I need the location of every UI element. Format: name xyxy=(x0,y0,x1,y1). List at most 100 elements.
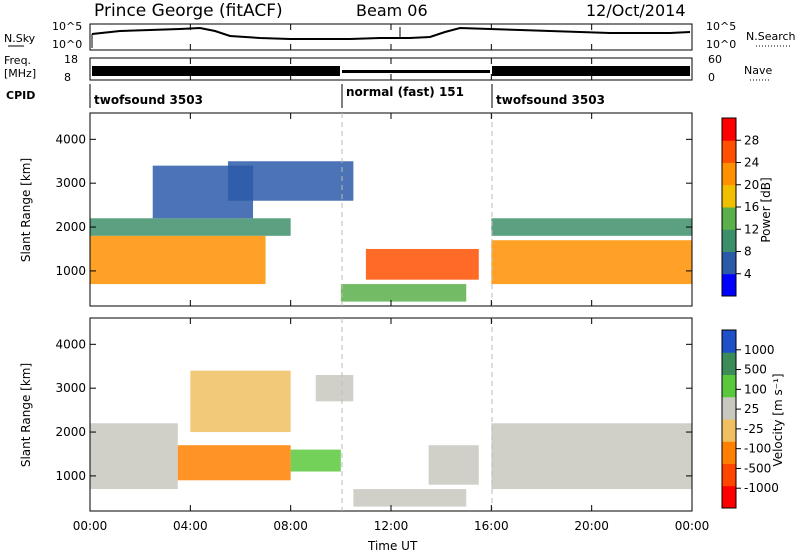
cpid-segment-2: normal (fast) 151 xyxy=(346,85,464,99)
freq-right-tick-top: 60 xyxy=(708,53,722,66)
colorbar-tick-label: 8 xyxy=(744,245,752,259)
noise-trace xyxy=(91,26,691,40)
time-x-axis: 00:00 04:00 08:00 12:00 16:00 20:00 00:00 xyxy=(73,24,710,533)
y-tick-label: 4000 xyxy=(55,132,86,146)
velocity-y-axis: 1000 2000 3000 4000 xyxy=(55,337,692,483)
colorbar-swatch xyxy=(722,330,736,353)
cpid-segment-3: twofsound 3503 xyxy=(496,93,605,107)
noise-left-label: N.Sky xyxy=(4,32,36,45)
heatmap-region xyxy=(177,445,291,481)
freq-band-right xyxy=(492,66,690,76)
colorbar-swatch xyxy=(722,251,736,275)
y-tick-label: 1000 xyxy=(55,469,86,483)
date-title: 12/Oct/2014 xyxy=(586,1,686,20)
y-tick-label: 3000 xyxy=(55,176,86,190)
power-panel: 1000 2000 3000 4000 Slant Range [km] xyxy=(19,112,693,307)
frequency-panel: Freq. [MHz] 18 8 60 0 Nave xyxy=(4,53,772,84)
noise-right-label: N.Search xyxy=(746,30,796,43)
noise-right-tick-bottom: 10^0 xyxy=(706,38,736,51)
y-tick-label: 2000 xyxy=(55,220,86,234)
heatmap-region xyxy=(90,235,266,285)
heatmap-region xyxy=(428,445,479,485)
velocity-heatmap xyxy=(90,370,692,507)
colorbar-tick-label: 12 xyxy=(744,222,759,236)
power-colorbar: 28 24 20 16 12 8 4 Power [dB] xyxy=(721,117,773,297)
colorbar-tick-label: 4 xyxy=(744,267,752,281)
colorbar-swatch xyxy=(722,162,736,186)
colorbar-tick-label: -25 xyxy=(744,422,764,436)
colorbar-swatch xyxy=(722,207,736,230)
y-tick-label: 2000 xyxy=(55,425,86,439)
x-tick-label: 00:00 xyxy=(73,519,108,533)
freq-left-unit: [MHz] xyxy=(4,67,36,80)
colorbar-swatch xyxy=(722,229,736,252)
heatmap-region xyxy=(491,240,692,285)
freq-left-tick-bottom: 8 xyxy=(64,71,71,84)
heatmap-region xyxy=(491,218,692,236)
freq-left-label: Freq. xyxy=(4,54,31,67)
x-tick-label: 12:00 xyxy=(374,519,409,533)
y-tick-label: 3000 xyxy=(55,381,86,395)
colorbar-tick-label: -100 xyxy=(744,442,771,456)
colorbar-swatch xyxy=(722,273,736,297)
velocity-colorbar-label: Velocity [m s⁻¹] xyxy=(771,373,785,466)
heatmap-region xyxy=(90,218,291,236)
x-tick-label: 04:00 xyxy=(173,519,208,533)
colorbar-swatch xyxy=(722,441,736,464)
colorbar-swatch xyxy=(722,184,736,208)
heatmap-region xyxy=(190,370,291,433)
velocity-y-label: Slant Range [km] xyxy=(19,363,33,467)
colorbar-tick-label: 500 xyxy=(744,363,767,377)
colorbar-swatch xyxy=(722,118,736,141)
colorbar-tick-label: 100 xyxy=(744,382,767,396)
heatmap-region xyxy=(353,489,467,507)
velocity-colorbar: 1000 500 100 25 -25 -100 -500 -1000 Velocity [m… xyxy=(721,329,785,509)
colorbar-swatch xyxy=(722,352,736,375)
power-colorbar-label: Power [dB] xyxy=(759,177,773,242)
colorbar-swatch xyxy=(722,485,736,509)
colorbar-tick-label: 25 xyxy=(744,402,759,416)
freq-right-tick-bottom: 0 xyxy=(708,71,715,84)
y-tick-label: 4000 xyxy=(55,337,86,351)
colorbar-tick-label: 1000 xyxy=(744,343,775,357)
beam-title: Beam 06 xyxy=(356,1,428,20)
heatmap-region xyxy=(315,375,354,402)
power-y-axis: 1000 2000 3000 4000 xyxy=(55,132,692,278)
noise-left-tick-top: 10^5 xyxy=(52,20,82,33)
x-tick-label: 20:00 xyxy=(574,519,609,533)
heatmap-region xyxy=(491,423,692,490)
colorbar-tick-label: -500 xyxy=(744,461,771,475)
noise-left-tick-bottom: 10^0 xyxy=(52,38,82,51)
heatmap-region xyxy=(90,423,178,490)
colorbar-swatch xyxy=(722,419,736,442)
x-axis-label: Time UT xyxy=(367,539,418,553)
colorbar-swatch xyxy=(722,463,736,487)
cpid-panel: CPID twofsound 3503 normal (fast) 151 tw… xyxy=(6,84,605,108)
x-tick-label: 08:00 xyxy=(273,519,308,533)
noise-right-tick-top: 10^5 xyxy=(706,20,736,33)
colorbar-tick-label: 28 xyxy=(744,133,759,147)
colorbar-tick-label: 24 xyxy=(744,156,759,170)
colorbar-swatch xyxy=(722,374,736,398)
freq-right-label: Nave xyxy=(744,64,772,77)
colorbar-tick-label: -1000 xyxy=(744,481,779,495)
heatmap-region xyxy=(290,449,341,472)
freq-left-tick-top: 18 xyxy=(64,53,78,66)
colorbar-tick-label: 16 xyxy=(744,200,759,214)
freq-band-middle xyxy=(342,70,490,73)
heatmap-region xyxy=(227,161,354,201)
station-title: Prince George (fitACF) xyxy=(94,1,283,21)
heatmap-region xyxy=(365,248,479,280)
velocity-panel: 1000 2000 3000 4000 Slant Range [km] xyxy=(19,317,693,512)
cpid-segment-1: twofsound 3503 xyxy=(94,93,203,107)
freq-band-left xyxy=(92,66,340,76)
heatmap-region xyxy=(340,284,467,302)
power-y-label: Slant Range [km] xyxy=(19,158,33,262)
colorbar-tick-label: 20 xyxy=(744,178,759,192)
y-tick-label: 1000 xyxy=(55,264,86,278)
power-heatmap xyxy=(90,161,692,302)
x-tick-label: 16:00 xyxy=(474,519,509,533)
cpid-label: CPID xyxy=(6,89,35,102)
x-tick-label: 00:00 xyxy=(675,519,710,533)
